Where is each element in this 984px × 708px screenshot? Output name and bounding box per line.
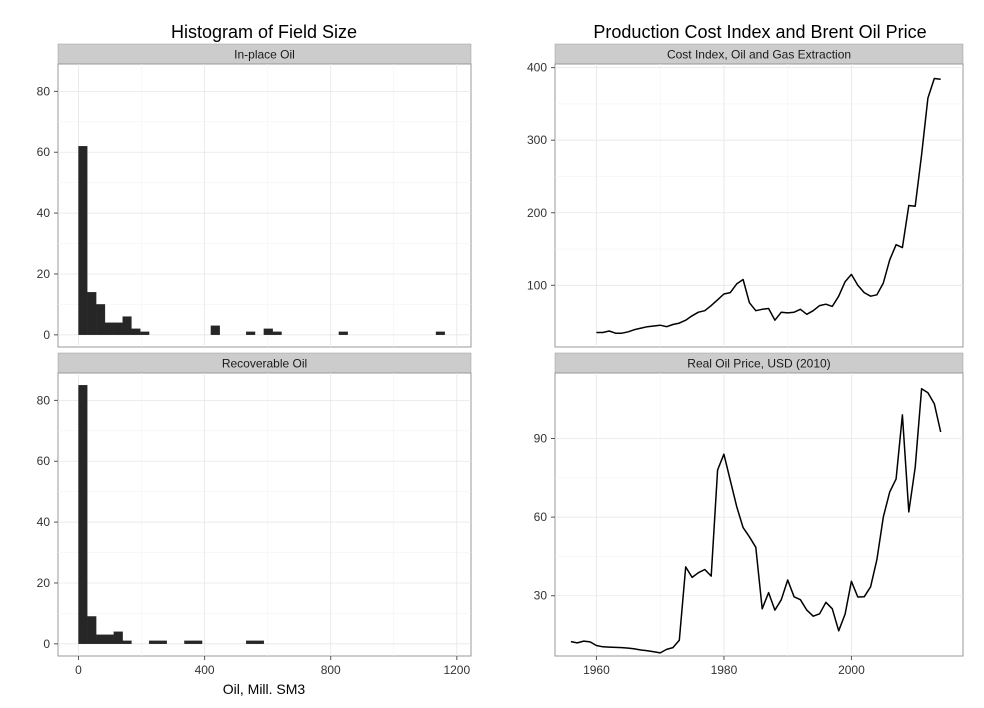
histogram-bar [272, 331, 282, 335]
y-axis-ticks: 0 20 40 60 80 [37, 393, 58, 651]
y-tick-label: 40 [37, 515, 51, 529]
histogram-bar [95, 304, 106, 335]
facet-in-place-oil: In-place Oil 0 20 40 60 80 [37, 43, 472, 348]
chart-title: Production Cost Index and Brent Oil Pric… [593, 22, 926, 42]
histogram-bars [78, 146, 445, 335]
panel-background [57, 63, 472, 348]
y-tick-label: 100 [527, 278, 547, 292]
histogram-bar [78, 385, 88, 644]
x-tick-label: 1200 [443, 663, 470, 677]
y-axis-ticks: 0 20 40 60 80 [37, 84, 58, 342]
histogram-bar [122, 640, 132, 644]
gridlines [58, 64, 471, 347]
series-line [596, 77, 941, 334]
y-tick-label: 0 [43, 637, 50, 651]
y-tick-label: 60 [37, 145, 51, 159]
x-tick-label: 800 [321, 663, 341, 677]
histogram-bar [254, 640, 265, 644]
x-axis: 1960 1980 2000 [583, 656, 865, 677]
histogram-bar [87, 616, 97, 644]
y-tick-label: 60 [534, 510, 548, 524]
histogram-bar [246, 640, 256, 644]
histogram-bar [148, 640, 159, 644]
histogram-bar [210, 325, 220, 335]
gridlines [555, 373, 963, 656]
histogram-bar [87, 292, 97, 335]
panel-background [554, 63, 964, 348]
facet-real-oil-price: Real Oil Price, USD (2010) 30 60 90 [534, 352, 964, 657]
histogram-bar [184, 640, 194, 644]
x-tick-label: 1960 [583, 663, 610, 677]
gridlines [58, 373, 471, 656]
facet-strip-label: In-place Oil [234, 48, 295, 62]
histogram-bar [78, 146, 88, 335]
histogram-bar [193, 640, 203, 644]
histogram-bar [113, 322, 123, 335]
y-tick-label: 80 [37, 393, 51, 407]
y-axis-ticks: 100 200 300 400 [527, 61, 555, 292]
histogram-bar [131, 328, 141, 335]
facet-cost-index: Cost Index, Oil and Gas Extraction 100 20… [527, 43, 964, 348]
histogram-bar [104, 322, 114, 335]
panel-background [57, 372, 472, 657]
y-tick-label: 20 [37, 267, 51, 281]
x-tick-label: 2000 [838, 663, 865, 677]
y-tick-label: 30 [534, 589, 548, 603]
y-axis-ticks: 30 60 90 [534, 432, 555, 603]
y-tick-label: 80 [37, 84, 51, 98]
x-tick-label: 400 [195, 663, 215, 677]
histogram-bar [246, 331, 256, 335]
histogram-bar [104, 634, 114, 644]
histogram-bar [263, 328, 273, 335]
y-tick-label: 400 [527, 61, 547, 75]
histogram-bar [435, 331, 445, 335]
line-chart: Production Cost Index and Brent Oil Pric… [527, 22, 964, 677]
panel-background [554, 372, 964, 657]
histogram-bar [95, 634, 106, 644]
facet-strip-label: Real Oil Price, USD (2010) [687, 357, 830, 371]
histogram-bars [78, 385, 265, 644]
histogram-chart: Histogram of Field Size In-place Oil 0 20… [37, 22, 472, 697]
y-tick-label: 300 [527, 133, 547, 147]
series-line-path [596, 77, 941, 334]
y-tick-label: 20 [37, 576, 51, 590]
facet-strip-label: Recoverable Oil [222, 357, 307, 371]
chart-title: Histogram of Field Size [171, 22, 357, 42]
histogram-bar [113, 631, 123, 644]
x-tick-label: 0 [75, 663, 82, 677]
y-tick-label: 90 [534, 432, 548, 446]
x-axis: 0 400 800 1200 [75, 656, 470, 677]
gridlines [555, 64, 963, 347]
y-tick-label: 200 [527, 206, 547, 220]
y-tick-label: 60 [37, 454, 51, 468]
histogram-bar [122, 316, 132, 335]
histogram-bar [157, 640, 167, 644]
series-line [570, 387, 942, 654]
y-tick-label: 40 [37, 206, 51, 220]
y-tick-label: 0 [43, 328, 50, 342]
x-tick-label: 1980 [711, 663, 738, 677]
facet-strip-label: Cost Index, Oil and Gas Extraction [667, 48, 851, 62]
x-axis-title: Oil, Mill. SM3 [223, 681, 306, 697]
series-line-path [570, 387, 942, 654]
histogram-bar [338, 331, 348, 335]
histogram-bar [140, 331, 150, 335]
facet-recoverable-oil: Recoverable Oil 0 20 40 60 80 [37, 352, 472, 657]
